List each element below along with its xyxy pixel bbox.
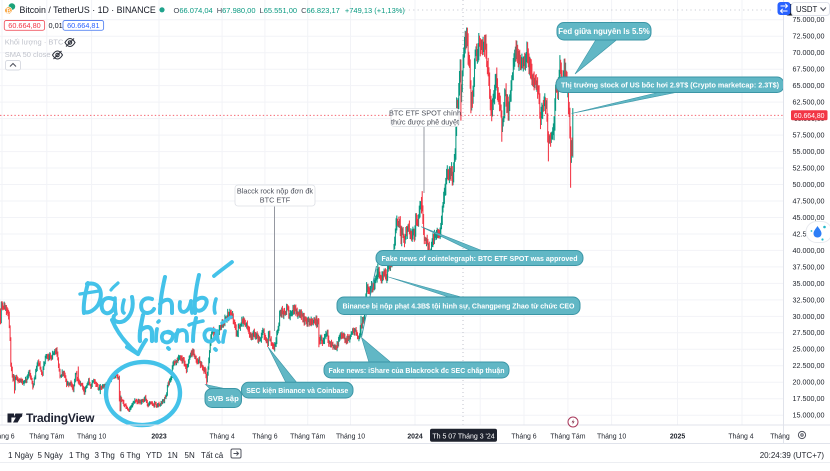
svg-text:SEC kiện Binance và Coinbase: SEC kiện Binance và Coinbase — [246, 386, 349, 395]
svg-text:5 Ngày: 5 Ngày — [38, 451, 63, 460]
svg-text:52.500,00: 52.500,00 — [793, 163, 825, 172]
svg-text:Tháng 6: Tháng 6 — [0, 434, 15, 441]
svg-text:USDT: USDT — [796, 5, 817, 14]
svg-text:30.000,00: 30.000,00 — [793, 312, 825, 321]
svg-text:2024: 2024 — [407, 434, 422, 441]
svg-text:1N: 1N — [168, 451, 178, 460]
svg-text:75.000,00: 75.000,00 — [793, 15, 825, 24]
svg-text:60.664,81: 60.664,81 — [67, 21, 99, 30]
svg-text:20:24:39 (UTC+7): 20:24:39 (UTC+7) — [760, 451, 825, 460]
svg-text:62.500,00: 62.500,00 — [793, 98, 825, 107]
svg-text:57.500,00: 57.500,00 — [793, 131, 825, 140]
svg-text:BTC ETF: BTC ETF — [260, 196, 291, 205]
svg-text:Thị trường stock of US bốc hơi: Thị trường stock of US bốc hơi 2.9T$ (Cr… — [561, 81, 779, 90]
svg-text:37.500,00: 37.500,00 — [793, 262, 825, 271]
svg-text:Binance bị nộp phạt 4.3B$ tội: Binance bị nộp phạt 4.3B$ tội hình sự, C… — [343, 302, 575, 311]
svg-text:Tháng Tám: Tháng Tám — [550, 434, 585, 441]
svg-text:Tháng 10: Tháng 10 — [77, 434, 106, 441]
svg-text:₿: ₿ — [6, 7, 11, 15]
svg-text:YTD: YTD — [146, 451, 162, 460]
svg-text:Khối lượng · BTC: Khối lượng · BTC — [5, 38, 64, 47]
svg-text:2023: 2023 — [151, 434, 166, 441]
svg-text:55.000,00: 55.000,00 — [793, 147, 825, 156]
svg-text:1 Thg: 1 Thg — [69, 451, 89, 460]
svg-text:BTC ETF SPOT chính: BTC ETF SPOT chính — [389, 109, 461, 118]
svg-text:70.000,00: 70.000,00 — [793, 48, 825, 57]
svg-text:20.000,00: 20.000,00 — [793, 378, 825, 387]
svg-text:Tháng: Tháng — [770, 434, 790, 441]
svg-text:65.000,00: 65.000,00 — [793, 81, 825, 90]
svg-text:40.000,00: 40.000,00 — [793, 246, 825, 255]
svg-text:Tháng 6: Tháng 6 — [511, 434, 536, 441]
svg-text:17.500,00: 17.500,00 — [793, 394, 825, 403]
svg-text:Fake news: iShare của Blackroc: Fake news: iShare của Blackrock đc SEC c… — [329, 366, 505, 375]
svg-text:50.000,00: 50.000,00 — [793, 180, 825, 189]
svg-text:3 Thg: 3 Thg — [95, 451, 115, 460]
svg-text:TradingView: TradingView — [26, 411, 95, 425]
svg-text:22.500,00: 22.500,00 — [793, 361, 825, 370]
svg-text:0,01: 0,01 — [49, 21, 63, 30]
svg-text:27.500,00: 27.500,00 — [793, 328, 825, 337]
svg-text:35.000,00: 35.000,00 — [793, 279, 825, 288]
svg-text:2025: 2025 — [670, 434, 685, 441]
svg-text:thức được phê duyệt: thức được phê duyệt — [391, 118, 459, 127]
svg-text:Tháng Tám: Tháng Tám — [290, 434, 325, 441]
svg-text:6 Thg: 6 Thg — [120, 451, 140, 460]
svg-text:1 Ngày: 1 Ngày — [8, 451, 33, 460]
svg-text:47.500,00: 47.500,00 — [793, 196, 825, 205]
svg-text:Tháng 10: Tháng 10 — [336, 434, 365, 441]
svg-text:72.500,00: 72.500,00 — [793, 32, 825, 41]
svg-text:25.000,00: 25.000,00 — [793, 345, 825, 354]
svg-text:Fake news of cointelegraph: BT: Fake news of cointelegraph: BTC ETF SPOT… — [382, 254, 578, 263]
svg-text:Bitcoin / TetherUS · 1D · BINA: Bitcoin / TetherUS · 1D · BINANCE — [20, 5, 156, 15]
svg-text:Tháng 6: Tháng 6 — [252, 434, 277, 441]
svg-text:Tất cả: Tất cả — [201, 451, 224, 460]
svg-text:32.500,00: 32.500,00 — [793, 295, 825, 304]
svg-text:45.000,00: 45.000,00 — [793, 213, 825, 222]
svg-text:SMA 50 close: SMA 50 close — [5, 50, 51, 59]
svg-text:Tháng 4: Tháng 4 — [209, 434, 234, 441]
svg-text:Blacck rock nộp đơn đk: Blacck rock nộp đơn đk — [237, 187, 314, 196]
svg-text:SVB sập: SVB sập — [208, 394, 239, 403]
svg-text:Tháng 10: Tháng 10 — [597, 434, 626, 441]
svg-text:60.664,80: 60.664,80 — [8, 21, 40, 30]
svg-text:Tháng Tám: Tháng Tám — [29, 434, 64, 441]
svg-text:Th 5 07 Tháng 3 '24: Th 5 07 Tháng 3 '24 — [432, 433, 494, 440]
svg-text:Tháng 4: Tháng 4 — [728, 434, 753, 441]
svg-text:60.664,80: 60.664,80 — [794, 113, 825, 120]
svg-text:5N: 5N — [185, 451, 195, 460]
svg-text:15.000,00: 15.000,00 — [793, 411, 825, 420]
svg-text:67.500,00: 67.500,00 — [793, 65, 825, 74]
svg-text:Fed giữa nguyên ls 5.5%: Fed giữa nguyên ls 5.5% — [558, 27, 650, 36]
